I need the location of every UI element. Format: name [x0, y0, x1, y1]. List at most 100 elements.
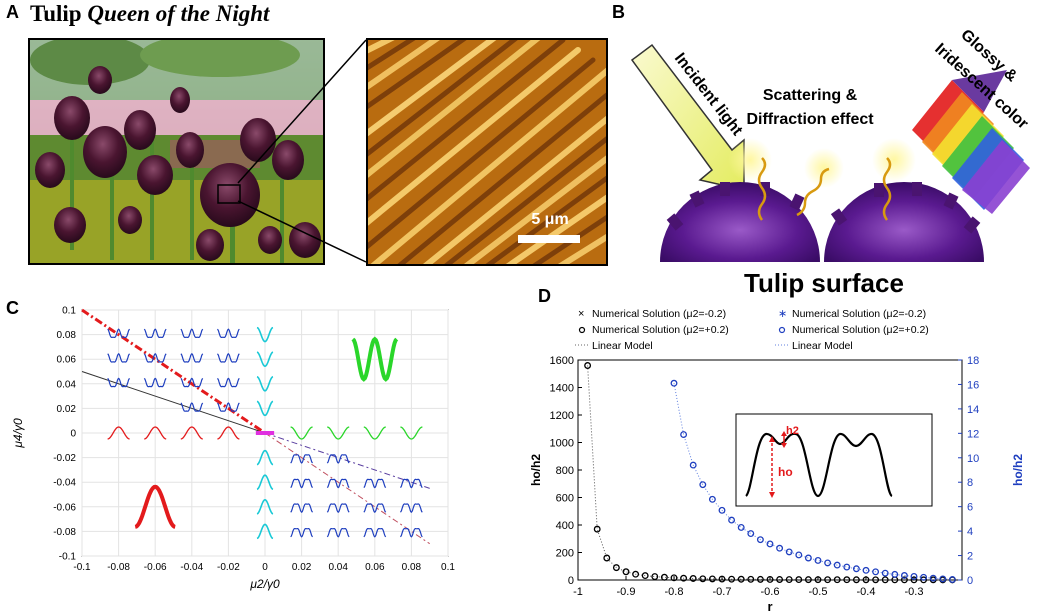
blue-mode-glyph: [399, 478, 423, 489]
data-point-right: [814, 556, 822, 564]
panel-c-xlabel: μ2/γ0: [249, 577, 280, 591]
data-point-left: [776, 576, 784, 583]
data-point-right: [881, 569, 889, 577]
cyan-mode-glyph: [256, 376, 274, 392]
x-tick-label: -0.06: [144, 562, 167, 573]
data-point-right: [852, 565, 860, 573]
y-left-tick-label: 200: [556, 548, 574, 560]
cyan-mode-glyph: [256, 400, 274, 417]
green-mode-glyph: [363, 426, 386, 440]
blue-mode-glyph: [290, 478, 314, 489]
x-tick-label: -0.1: [73, 562, 91, 573]
tulip-photo: [28, 38, 325, 265]
blue-mode-glyph: [290, 503, 314, 514]
blue-mode-glyph: [107, 377, 131, 388]
data-point-left: [660, 573, 668, 581]
x-tick-label: -0.08: [107, 562, 130, 573]
data-point-left: [804, 576, 812, 584]
red-mode-glyph: [180, 426, 203, 440]
blue-mode-glyph: [107, 352, 131, 363]
blue-mode-glyph: [216, 377, 240, 388]
cyan-mode-glyph: [256, 474, 274, 490]
data-point-right: [929, 574, 937, 582]
blue-mode-glyph: [399, 528, 423, 538]
tulip-photo-art: [30, 40, 323, 263]
blue-mode-glyph: [107, 328, 131, 338]
data-point-left: [881, 576, 889, 584]
data-point-left: [814, 576, 822, 584]
data-point-left: [689, 575, 697, 582]
data-point-right: [737, 523, 745, 531]
data-point-right: [833, 561, 841, 569]
data-point-right: [718, 506, 726, 514]
panel-d-inset: h2 ho: [735, 413, 933, 507]
data-point-left: [795, 576, 803, 584]
data-point-right: [795, 551, 803, 559]
boundary-line: [81, 308, 266, 435]
data-point-right: [708, 495, 716, 503]
blue-mode-glyph: [363, 478, 387, 489]
y-right-tick-label: 14: [967, 404, 979, 416]
blue-mode-glyph: [143, 377, 167, 388]
panel-a-title-plain: Tulip: [30, 1, 88, 26]
data-point-left: [756, 575, 764, 583]
blue-mode-glyph: [143, 328, 167, 338]
data-point-right: [824, 559, 832, 567]
y-left-tick-label: 400: [556, 520, 574, 532]
panel-d-ylabel-right: ho/h2: [1011, 454, 1025, 486]
data-point-left: [612, 564, 620, 572]
data-point-right: [785, 548, 793, 556]
x-tick-label: -0.8: [665, 586, 684, 598]
data-point-right: [900, 572, 908, 579]
x-tick-label: 0.06: [365, 562, 385, 573]
data-point-left: [670, 574, 678, 582]
data-point-left: [747, 575, 755, 583]
x-tick-label: 0.04: [328, 562, 348, 573]
y-tick-label: 0: [70, 429, 76, 440]
data-point-right: [689, 461, 697, 469]
x-tick-label: -0.6: [761, 586, 780, 598]
data-point-right: [843, 563, 851, 571]
x-tick-label: 0.08: [402, 562, 422, 573]
panel-a-title: Tulip Queen of the Night: [30, 1, 269, 27]
panel-d-ticks: -1 -0.9 -0.8 -0.7 -0.6 -0.5 -0.4 -0.3 0 200 400 600…: [550, 355, 980, 598]
panel-d-points: [584, 362, 956, 584]
cyan-mode-glyph: [256, 326, 274, 343]
cyan-mode-glyph: [256, 498, 274, 515]
y-left-tick-label: 0: [568, 575, 574, 587]
y-left-tick-label: 800: [556, 465, 574, 477]
data-point-left: [622, 568, 630, 576]
legend-item-5: Numerical Solution (μ2=+0.2): [792, 324, 929, 336]
inset-ho-label: ho: [778, 465, 793, 479]
iridescent-arrow: [912, 70, 1030, 214]
blue-mode-glyph: [216, 352, 240, 363]
blue-mode-glyph: [326, 503, 350, 514]
y-right-tick-label: 0: [967, 575, 973, 587]
y-left-tick-label: 1000: [550, 438, 574, 450]
y-tick-label: -0.02: [53, 453, 76, 464]
data-point-left: [843, 576, 851, 584]
panel-d-ylabel-left: ho/h2: [529, 454, 543, 486]
data-point-right: [804, 554, 812, 562]
data-point-left: [641, 572, 649, 580]
data-point-left: [699, 575, 707, 583]
y-left-tick-label: 1200: [550, 410, 574, 422]
blue-mode-glyph: [290, 528, 314, 538]
panel-d-chart: × Numerical Solution (μ2=-0.2) Numerical…: [529, 308, 1025, 614]
y-right-tick-label: 8: [967, 477, 973, 489]
cyan-mode-glyph: [256, 449, 274, 466]
red-mode-glyph: [144, 426, 167, 440]
x-tick-label: -0.3: [905, 586, 924, 598]
x-tick-label: -0.7: [713, 586, 732, 598]
y-tick-label: 0.1: [62, 306, 76, 317]
y-left-tick-label: 1400: [550, 383, 574, 395]
data-point-right: [680, 431, 688, 439]
green-mode-glyph: [327, 426, 350, 440]
y-tick-label: 0.08: [57, 330, 77, 341]
boundary-line: [264, 432, 430, 545]
dome-right: [824, 182, 984, 262]
data-point-right: [948, 576, 956, 583]
legend-item-3: Linear Model: [592, 340, 653, 352]
red-mode-glyph: [107, 426, 130, 440]
